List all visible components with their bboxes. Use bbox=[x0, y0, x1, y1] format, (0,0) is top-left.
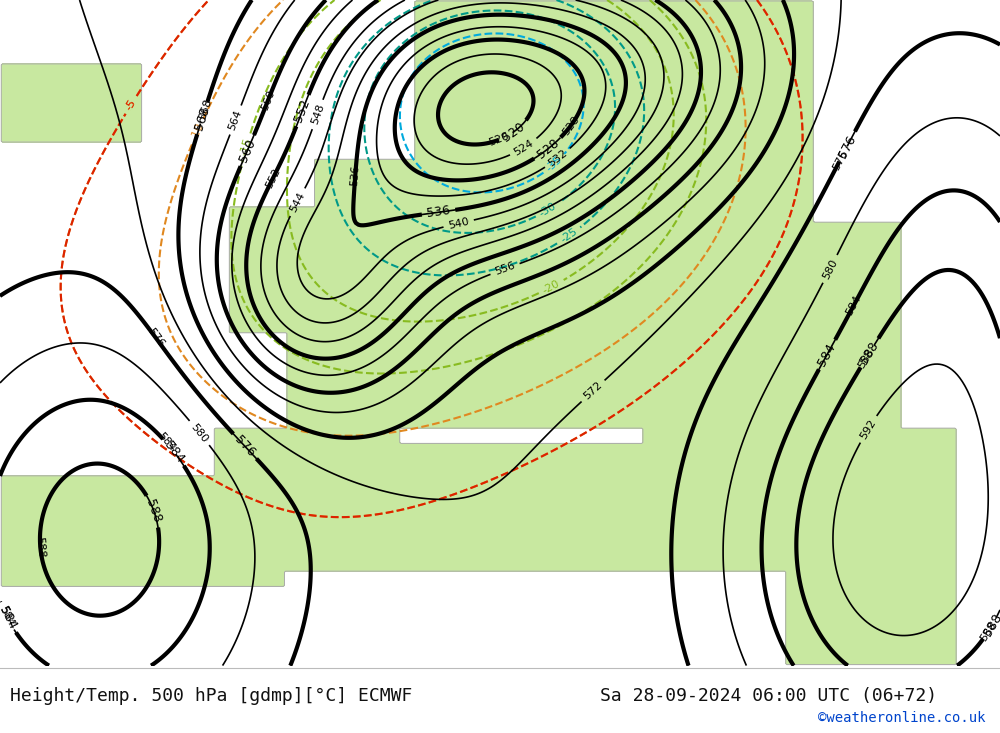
Text: 536: 536 bbox=[349, 165, 361, 186]
Text: -20: -20 bbox=[541, 279, 562, 295]
Text: 584: 584 bbox=[844, 293, 863, 317]
Text: 588: 588 bbox=[981, 611, 1000, 638]
Text: 576: 576 bbox=[232, 433, 258, 460]
Text: 584: 584 bbox=[816, 341, 839, 368]
Text: 528: 528 bbox=[535, 136, 561, 161]
Text: 588: 588 bbox=[856, 347, 876, 370]
Text: -35: -35 bbox=[544, 154, 565, 174]
Text: Sa 28-09-2024 06:00 UTC (06+72): Sa 28-09-2024 06:00 UTC (06+72) bbox=[600, 687, 937, 705]
Text: 568: 568 bbox=[192, 105, 212, 132]
Text: 580: 580 bbox=[821, 257, 839, 281]
Text: 576: 576 bbox=[831, 149, 849, 172]
Text: 552: 552 bbox=[292, 97, 313, 124]
Text: 580: 580 bbox=[189, 421, 210, 444]
Text: 540: 540 bbox=[447, 216, 470, 231]
Text: 548: 548 bbox=[309, 103, 326, 126]
Text: 520: 520 bbox=[487, 131, 510, 148]
Text: -5: -5 bbox=[124, 97, 138, 112]
Text: 584: 584 bbox=[0, 604, 19, 631]
Text: 576: 576 bbox=[145, 326, 166, 349]
Text: 520: 520 bbox=[500, 119, 527, 144]
Text: -30: -30 bbox=[538, 201, 558, 218]
Text: 524: 524 bbox=[512, 138, 535, 158]
Text: Height/Temp. 500 hPa [gdmp][°C] ECMWF: Height/Temp. 500 hPa [gdmp][°C] ECMWF bbox=[10, 687, 412, 705]
Text: 588: 588 bbox=[144, 498, 164, 525]
Text: 552: 552 bbox=[264, 166, 282, 189]
Text: ©weatheronline.co.uk: ©weatheronline.co.uk bbox=[818, 711, 985, 725]
Text: -15: -15 bbox=[239, 137, 254, 157]
Text: 560: 560 bbox=[260, 89, 277, 111]
Text: -5: -5 bbox=[124, 97, 138, 112]
Text: 572: 572 bbox=[582, 380, 604, 402]
Text: 592: 592 bbox=[858, 417, 878, 441]
Text: 584: 584 bbox=[162, 438, 186, 465]
Text: 588: 588 bbox=[34, 537, 46, 559]
Text: 536: 536 bbox=[426, 205, 451, 221]
Text: -25: -25 bbox=[559, 226, 579, 245]
Text: 544: 544 bbox=[288, 191, 307, 214]
Text: 564: 564 bbox=[227, 108, 244, 132]
Text: 588: 588 bbox=[978, 619, 998, 643]
Text: 568: 568 bbox=[197, 97, 213, 120]
Text: 584: 584 bbox=[0, 604, 16, 627]
Text: -10: -10 bbox=[189, 122, 206, 142]
Text: 528: 528 bbox=[560, 114, 581, 137]
Text: 576: 576 bbox=[836, 133, 858, 160]
Text: 588: 588 bbox=[858, 339, 881, 366]
Text: 560: 560 bbox=[237, 137, 258, 164]
Text: 532: 532 bbox=[546, 148, 569, 169]
Text: 556: 556 bbox=[493, 261, 517, 277]
Text: 584: 584 bbox=[155, 431, 177, 454]
